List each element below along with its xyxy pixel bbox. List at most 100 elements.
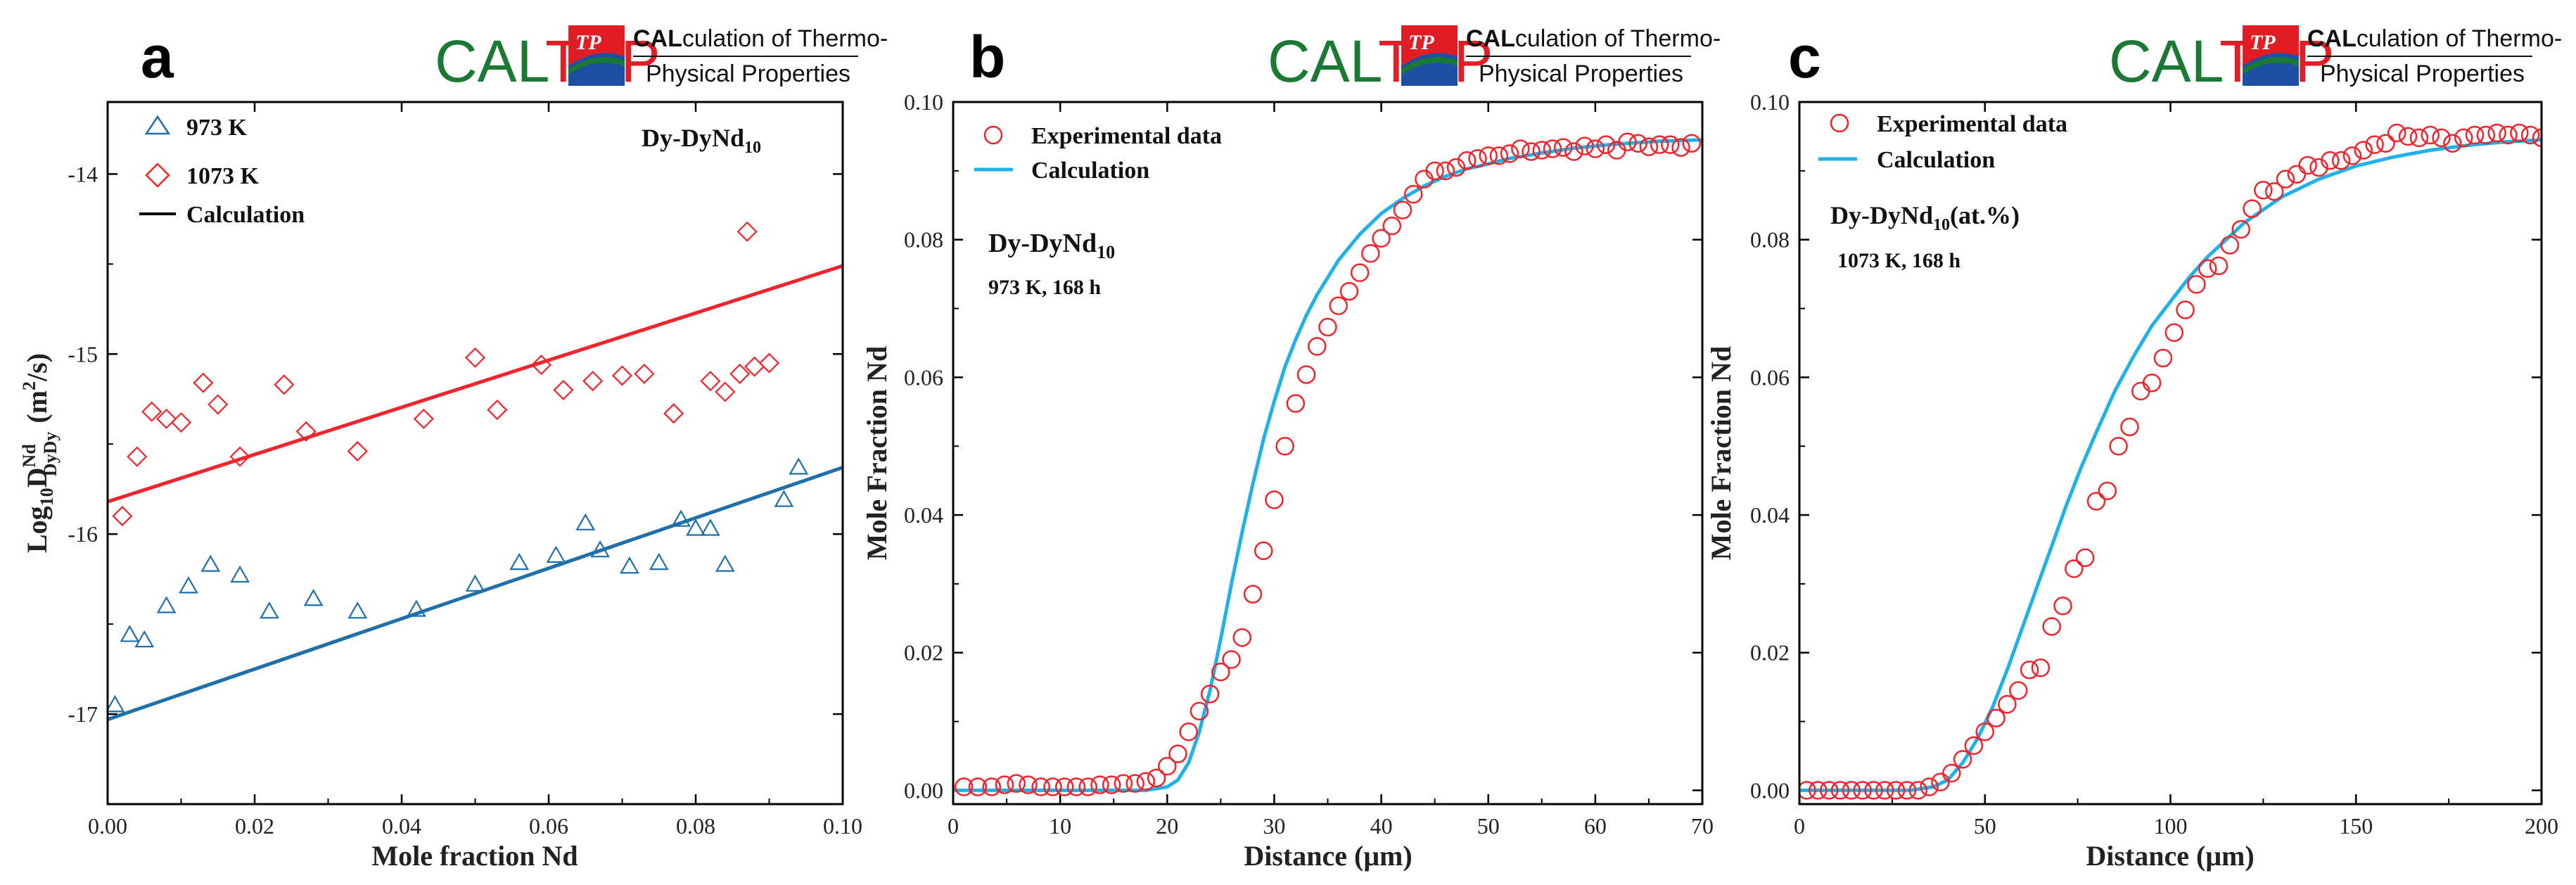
data-point-experimental <box>1372 229 1391 248</box>
data-point-experimental <box>2231 219 2250 239</box>
data-point-experimental <box>2020 660 2039 680</box>
data-point-experimental <box>1243 585 1263 604</box>
data-point-experimental <box>1479 146 1498 165</box>
data-point-experimental <box>1489 146 1509 165</box>
legend-marker-exp-b <box>983 125 1003 145</box>
legend-marker-973 <box>144 115 171 135</box>
legend-a: 973 K 1073 K Calculation <box>139 115 305 228</box>
data-point-experimental <box>1618 132 1637 151</box>
data-point-973 <box>407 599 426 617</box>
data-point-973 <box>789 457 809 475</box>
data-point-973 <box>230 565 250 583</box>
data-point-experimental <box>1908 781 1928 800</box>
chart-title-b: Dy-DyNd10 <box>988 229 1115 262</box>
data-point-experimental <box>1031 777 1051 796</box>
legend-b: Experimental data Calculation <box>974 123 1222 184</box>
y-tick-label: 0.08 <box>904 227 943 253</box>
data-point-973 <box>200 554 221 572</box>
data-point-experimental <box>2409 128 2429 148</box>
data-point-experimental <box>1222 650 1241 669</box>
data-point-1073 <box>208 394 229 415</box>
data-point-experimental <box>1853 781 1872 800</box>
data-point-experimental <box>1998 694 2017 714</box>
data-point-experimental <box>2321 151 2340 170</box>
logo-badge-icon: TP <box>1401 25 1458 86</box>
data-point-1073 <box>112 506 133 527</box>
data-point-experimental <box>1007 774 1026 793</box>
data-point-experimental <box>1147 768 1166 788</box>
data-point-experimental <box>2053 596 2072 616</box>
data-point-973 <box>347 601 368 619</box>
data-point-1073 <box>347 440 368 461</box>
data-point-experimental <box>2487 123 2506 143</box>
svg-text:TP: TP <box>2250 31 2276 54</box>
y-tick-label: 0.02 <box>1750 640 1790 666</box>
panel-c: c CALTPP TP CALculation of Thermo- Physi… <box>1705 24 2562 872</box>
data-point-experimental <box>2264 182 2284 201</box>
data-point-experimental <box>1799 781 1816 800</box>
data-point-experimental <box>1819 781 1839 800</box>
data-point-experimental <box>2198 259 2217 279</box>
chart-subtitle-c: 1073 K, 168 h <box>1837 249 1960 272</box>
x-tick-label: 0 <box>948 813 959 839</box>
data-point-experimental <box>2398 127 2418 146</box>
data-point-1073 <box>127 446 148 467</box>
y-tick-label: 0.10 <box>1750 89 1790 115</box>
data-point-experimental <box>2421 125 2440 145</box>
logo-line1: CALculation of Thermo- <box>2307 25 2562 52</box>
data-point-973 <box>120 625 140 642</box>
data-point-973 <box>156 596 177 613</box>
data-point-experimental <box>1425 161 1444 181</box>
x-tick-label: 50 <box>1974 813 1996 839</box>
data-point-973 <box>575 513 596 530</box>
chart-title-c: Dy-DyNd10(at.%) <box>1830 201 2020 234</box>
y-tick-label: 0.00 <box>904 777 943 803</box>
data-point-experimental <box>1586 139 1605 158</box>
svg-text:TP: TP <box>1408 31 1434 54</box>
data-point-experimental <box>1339 281 1359 301</box>
data-point-1073 <box>729 363 751 384</box>
x-tick-label: 30 <box>1263 813 1285 839</box>
y-tick-label: -14 <box>68 161 98 186</box>
data-point-experimental <box>1361 244 1380 263</box>
data-point-973 <box>620 556 639 574</box>
plot-content <box>108 221 843 722</box>
data-point-experimental <box>1564 142 1583 161</box>
x-axis-title-c: Distance (μm) <box>2086 840 2254 872</box>
data-point-experimental <box>1628 134 1647 153</box>
data-point-experimental <box>2187 275 2206 294</box>
x-tick-label: 0.04 <box>382 813 421 839</box>
data-point-experimental <box>2443 134 2462 153</box>
y-tick-label: 0.04 <box>1750 502 1790 528</box>
data-point-experimental <box>1500 144 1519 163</box>
data-point-experimental <box>1054 777 1074 796</box>
legend-label-calc: Calculation <box>186 202 305 228</box>
legend-marker-1073 <box>145 163 170 188</box>
data-point-experimental <box>1158 756 1177 776</box>
data-point-experimental <box>1875 781 1894 800</box>
data-point-1073 <box>295 421 317 442</box>
data-point-experimental <box>2342 146 2362 165</box>
data-point-973 <box>134 630 155 648</box>
data-point-experimental <box>1275 436 1294 456</box>
data-point-experimental <box>1942 763 1961 783</box>
data-point-experimental <box>2098 481 2117 501</box>
x-tick-label: 0.02 <box>235 813 274 839</box>
data-point-experimental <box>2153 348 2173 368</box>
data-point-experimental <box>1350 263 1370 282</box>
panel-letter-c: c <box>1788 24 1821 90</box>
plot-content <box>953 132 1702 796</box>
data-point-973 <box>546 545 566 563</box>
calculation-line <box>1799 138 2542 792</box>
data-point-experimental <box>1511 139 1530 158</box>
legend-c: Experimental data Calculation <box>1818 111 2067 173</box>
data-point-experimental <box>1066 777 1086 796</box>
y-tick-label: 0.04 <box>904 502 943 528</box>
data-point-experimental <box>1265 490 1284 509</box>
x-tick-label: 20 <box>1156 813 1178 839</box>
data-point-experimental <box>2209 256 2229 276</box>
data-point-experimental <box>1671 138 1690 157</box>
data-point-973 <box>774 490 794 507</box>
data-point-experimental <box>2354 141 2373 160</box>
logo-line1: CALculation of Thermo- <box>1466 25 1721 52</box>
